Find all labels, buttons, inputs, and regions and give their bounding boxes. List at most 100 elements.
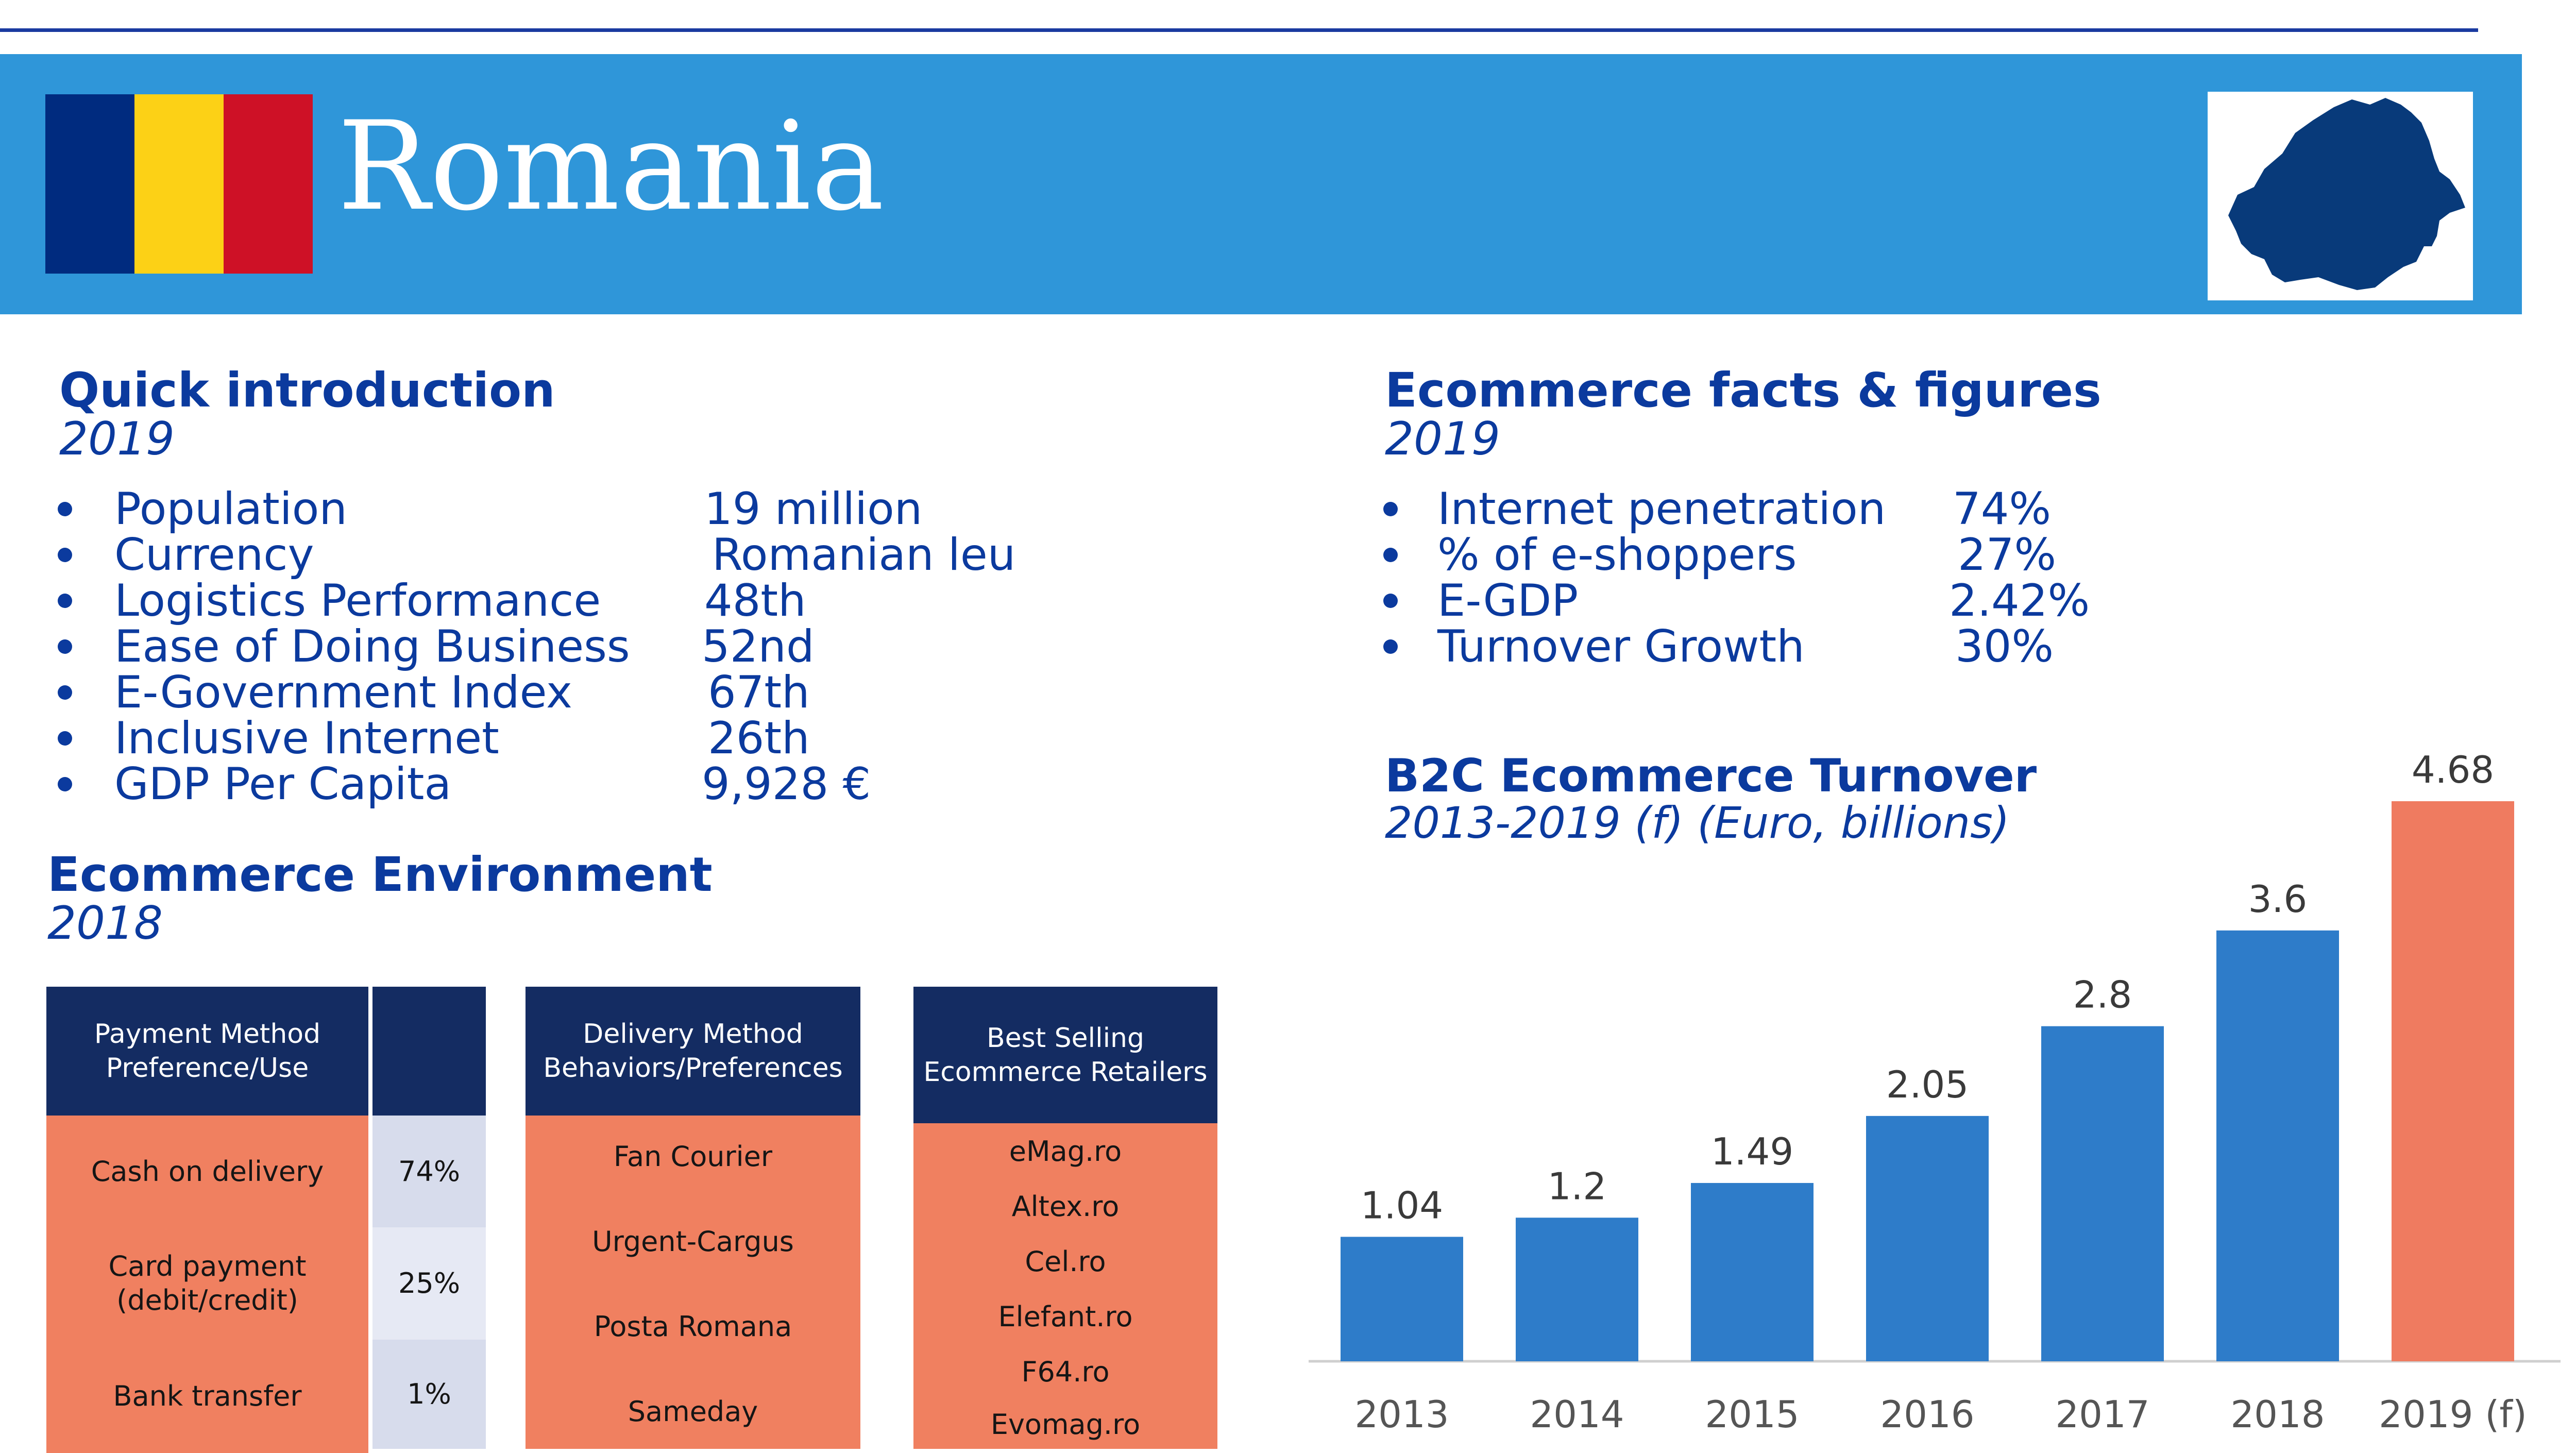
retailer-item: Altex.ro [1011,1190,1120,1223]
payment-header-line1: Payment Method [94,1019,321,1050]
environment-title: Ecommerce Environment [47,847,713,902]
intro-value: 26th [708,713,810,764]
x-tick-label: 2013 [1354,1393,1449,1436]
retailer-item: Elefant.ro [998,1300,1133,1333]
country-title: Romania [337,95,885,238]
facts-item-eshoppers: % of e-shoppers 27% [1383,532,2517,578]
retailer-item: Evomag.ro [990,1408,1141,1441]
intro-value: 19 million [704,483,923,535]
bullet-icon [1383,502,1398,516]
payment-value-text: 1% [407,1378,451,1410]
intro-year: 2019 [59,412,175,465]
payment-label-text-line2: (debit/credit) [116,1284,298,1316]
intro-label: Logistics Performance [114,575,601,627]
delivery-header-line1: Delivery Method [583,1019,803,1050]
bar-2018 [2216,930,2339,1361]
intro-value: 48th [704,575,806,627]
intro-label: Ease of Doing Business [114,621,630,672]
payment-label-text: Cash on delivery [91,1155,324,1188]
data-label: 1.2 [1548,1164,1607,1208]
retailer-item: eMag.ro [1009,1135,1122,1168]
facts-value: 27% [1958,529,2057,581]
bullet-icon [58,594,72,608]
facts-label: Internet penetration [1437,483,1886,535]
flag-stripe-yellow [134,94,224,274]
facts-item-internet: Internet penetration 74% [1383,486,2517,532]
delivery-item: Fan Courier [613,1140,773,1173]
intro-label: Population [114,483,347,535]
bullet-icon [58,777,72,791]
facts-value: 30% [1955,621,2054,672]
country-map-icon [2208,92,2473,300]
intro-title: Quick introduction [59,363,555,418]
payment-header-value-col [372,987,486,1116]
x-tick-label: 2014 [1530,1393,1624,1436]
payment-header-line2: Preference/Use [106,1053,309,1084]
turnover-subtitle: 2013-2019 (f) (Euro, billions) [1385,798,2010,848]
romania-map-shape [2228,98,2465,290]
flag-stripe-blue [45,94,134,274]
retailer-item: Cel.ro [1025,1245,1106,1278]
bullet-icon [58,639,72,654]
delivery-header-line2: Behaviors/Preferences [543,1053,843,1084]
intro-item-egov: E-Government Index 67th [58,670,1088,716]
data-label: 1.49 [1711,1130,1793,1173]
x-tick-label: 2015 [1705,1393,1799,1436]
intro-list: Population 19 million Currency Romanian le… [58,486,1088,807]
delivery-item: Posta Romana [594,1310,792,1343]
facts-list: Internet penetration 74% % of e-shoppers 2… [1383,486,2517,670]
facts-item-egdp: E-GDP 2.42% [1383,578,2517,624]
intro-value: 52nd [702,621,815,672]
bar-2016 [1866,1116,1989,1361]
intro-item-population: Population 19 million [58,486,1088,532]
intro-item-gdp: GDP Per Capita 9,928 € [58,762,1088,807]
facts-label: % of e-shoppers [1437,529,1797,581]
intro-value: Romanian leu [712,529,1016,581]
bullet-icon [58,548,72,562]
data-label: 2.8 [2073,973,2132,1017]
retailers-header-line1: Best Selling [987,1022,1144,1054]
payment-row-value: 25% [372,1227,486,1340]
payment-value-text: 25% [398,1267,461,1299]
payment-header: Payment Method Preference/Use [46,987,368,1116]
romania-flag-icon [45,94,313,274]
delivery-header: Delivery Method Behaviors/Preferences [526,987,860,1116]
intro-value: 9,928 € [702,758,871,810]
intro-label: Currency [114,529,314,581]
data-label: 1.04 [1361,1184,1443,1227]
bullet-icon [58,685,72,700]
data-label: 3.6 [2248,877,2308,921]
intro-label: GDP Per Capita [114,758,452,810]
flag-stripe-red [224,94,313,274]
intro-item-currency: Currency Romanian leu [58,532,1088,578]
bar-2013 [1341,1237,1463,1361]
facts-value: 2.42% [1949,575,2090,627]
country-banner [0,54,2522,314]
environment-year: 2018 [47,897,163,950]
bar-2017 [2041,1026,2164,1361]
x-tick-label: 2016 [1880,1393,1974,1436]
payment-label-text: Card payment [108,1250,307,1282]
top-rule [0,28,2478,32]
retailers-body [913,1123,1217,1449]
intro-value: 67th [708,667,810,718]
facts-item-growth: Turnover Growth 30% [1383,624,2517,670]
turnover-bar-chart: 1.04 2013 1.2 2014 1.49 2015 2.05 2016 2.8 2017 3.… [1309,748,2561,1436]
data-label: 4.68 [2412,748,2494,791]
intro-item-inclusive-internet: Inclusive Internet 26th [58,716,1088,762]
payment-row-label: Cash on delivery [46,1116,368,1227]
payment-value-text: 74% [398,1155,461,1188]
intro-label: Inclusive Internet [114,713,499,764]
retailer-item: F64.ro [1021,1356,1110,1388]
intro-item-logistics: Logistics Performance 48th [58,578,1088,624]
bullet-icon [58,731,72,746]
intro-item-ease-of-business: Ease of Doing Business 52nd [58,624,1088,670]
turnover-title: B2C Ecommerce Turnover [1385,749,2037,802]
payment-label-text: Bank transfer [113,1380,302,1412]
bullet-icon [1383,639,1398,654]
payment-row-label: Card payment (debit/credit) [46,1227,368,1340]
payment-row-label: Bank transfer [46,1340,368,1453]
payment-row-value: 74% [372,1116,486,1227]
facts-label: Turnover Growth [1437,621,1805,672]
bar-2014 [1516,1218,1638,1361]
